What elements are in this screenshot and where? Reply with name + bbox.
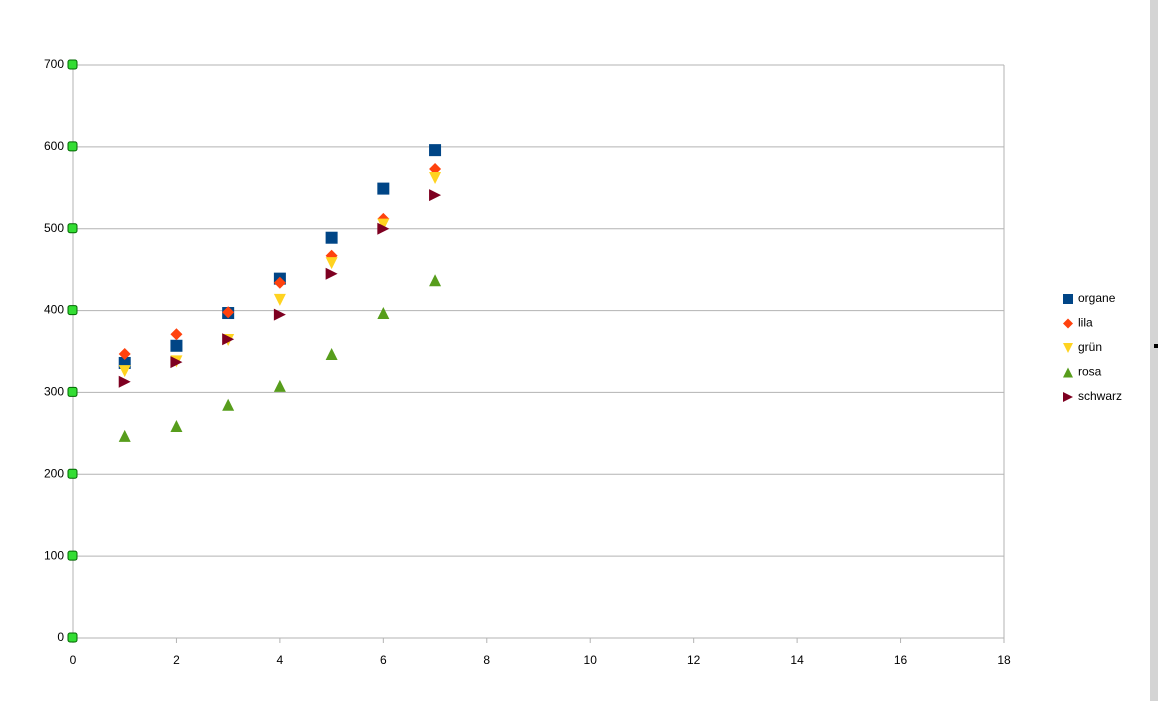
x-tick-label: 0	[70, 653, 77, 667]
selection-handle	[67, 141, 78, 152]
y-tick-label: 200	[44, 466, 64, 480]
y-tick-label: 400	[44, 303, 64, 317]
point	[170, 356, 183, 369]
point	[170, 328, 183, 341]
point	[118, 429, 131, 442]
legend-label: grün	[1078, 340, 1102, 354]
point	[273, 276, 286, 289]
selection-handle	[67, 550, 78, 561]
point	[325, 231, 338, 244]
legend-marker	[1063, 367, 1073, 378]
point	[222, 306, 235, 319]
point	[429, 171, 442, 184]
point	[118, 365, 131, 378]
point	[273, 308, 286, 321]
point	[429, 189, 442, 202]
legend-label: organe	[1078, 291, 1116, 305]
y-tick-label: 100	[44, 548, 64, 562]
point	[325, 347, 338, 360]
point	[222, 398, 235, 411]
selection-handle	[67, 223, 78, 234]
point	[170, 339, 183, 352]
x-tick-label: 4	[277, 653, 284, 667]
x-tick-label: 16	[894, 653, 908, 667]
x-tick-label: 14	[790, 653, 804, 667]
selection-handle	[67, 305, 78, 316]
point	[377, 218, 390, 231]
y-tick-label: 0	[57, 630, 64, 644]
point	[273, 293, 286, 306]
legend-marker	[1063, 318, 1073, 329]
y-tick-label: 700	[44, 57, 64, 71]
point	[429, 274, 442, 287]
selection-handle	[67, 386, 78, 397]
y-tick-label: 500	[44, 221, 64, 235]
y-tick-label: 300	[44, 385, 64, 399]
selection-handle	[67, 468, 78, 479]
x-tick-label: 12	[687, 653, 701, 667]
point	[170, 419, 183, 432]
point	[429, 162, 442, 175]
legend-marker	[1063, 294, 1073, 304]
point	[377, 222, 390, 235]
x-tick-label: 2	[173, 653, 180, 667]
selection-handle	[1154, 344, 1158, 348]
x-tick-label: 8	[483, 653, 490, 667]
legend-marker	[1063, 392, 1073, 402]
point	[325, 257, 338, 270]
point	[118, 347, 131, 360]
legend-label: schwarz	[1078, 389, 1122, 403]
x-tick-label: 6	[380, 653, 387, 667]
x-tick-label: 10	[584, 653, 598, 667]
point	[377, 182, 390, 195]
point	[273, 379, 286, 392]
selection-handle	[67, 632, 78, 643]
point	[118, 375, 131, 388]
y-tick-label: 600	[44, 139, 64, 153]
window-edge	[1150, 0, 1158, 701]
point	[222, 333, 235, 346]
x-tick-label: 18	[997, 653, 1011, 667]
selection-handle	[67, 59, 78, 70]
legend-label: rosa	[1078, 365, 1102, 379]
point	[377, 307, 390, 320]
legend-label: lila	[1078, 316, 1093, 330]
point	[325, 267, 338, 280]
legend-marker	[1063, 343, 1073, 353]
point	[429, 144, 442, 157]
